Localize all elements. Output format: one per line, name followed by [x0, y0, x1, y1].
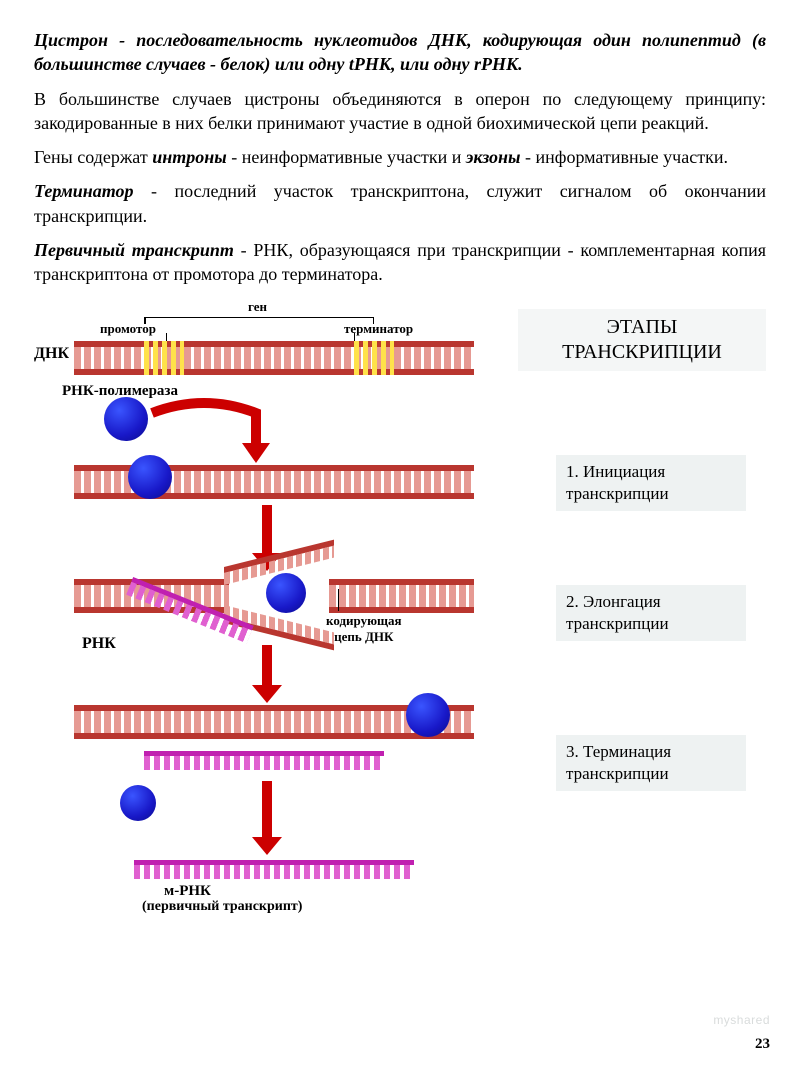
para-operon: В большинстве случаев цистроны объединяю… — [34, 87, 766, 136]
polymerase-3 — [266, 573, 306, 613]
para-terminator: Терминатор - последний участок транскрип… — [34, 179, 766, 228]
def-cistron: - последовательность нуклеотидов ДНК, ко… — [34, 30, 766, 74]
mrna — [134, 860, 414, 880]
stage-1: 1. Инициация транскрипции — [556, 455, 746, 511]
polymerase-1 — [104, 397, 148, 441]
label-dnk: ДНК — [34, 345, 69, 363]
polymerase-4 — [406, 693, 450, 737]
label-mrnk: м-РНК — [164, 883, 211, 900]
polymerase-2 — [128, 455, 172, 499]
watermark: myshared — [713, 1013, 770, 1027]
diagram-zone: ЭТАПЫ ТРАНСКРИПЦИИ 1. Инициация транскри… — [34, 305, 766, 925]
label-gene: ген — [248, 299, 267, 315]
rna-released — [144, 751, 384, 771]
stages-title: ЭТАПЫ ТРАНСКРИПЦИИ — [518, 309, 766, 371]
label-promoter: промотор — [100, 321, 156, 337]
gene-bracket — [144, 317, 374, 324]
label-primary: (первичный транскрипт) — [142, 899, 302, 915]
para-cistron: Цистрон - последовательность нуклеотидов… — [34, 28, 766, 77]
polymerase-free — [120, 785, 156, 821]
stage-2: 2. Элонгация транскрипции — [556, 585, 746, 641]
dna-band-1 — [74, 341, 474, 375]
para-primary-transcript: Первичный транскрипт - РНК, образующаяся… — [34, 238, 766, 287]
label-rnk: РНК — [82, 635, 116, 653]
stage-3: 3. Терминация транскрипции — [556, 735, 746, 791]
para-introns: Гены содержат интроны - неинформативные … — [34, 145, 766, 169]
page-number: 23 — [755, 1036, 770, 1053]
transcription-diagram: ген промотор терминатор ДНК РНК-полимера… — [34, 305, 494, 925]
dna-band-3-right — [329, 579, 474, 613]
arrow-1 — [144, 393, 294, 471]
term-cistron: Цистрон — [34, 30, 108, 50]
label-coding: кодирующая цепь ДНК — [326, 613, 402, 645]
page: Цистрон - последовательность нуклеотидов… — [0, 0, 800, 1067]
